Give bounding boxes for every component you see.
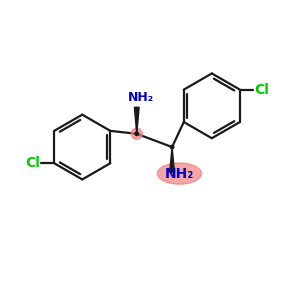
Ellipse shape <box>158 163 202 184</box>
Polygon shape <box>134 107 139 134</box>
Circle shape <box>131 128 142 140</box>
Text: Cl: Cl <box>25 156 40 170</box>
Circle shape <box>135 132 139 136</box>
Text: NH₂: NH₂ <box>165 167 194 181</box>
Text: Cl: Cl <box>255 82 269 97</box>
Polygon shape <box>170 147 174 172</box>
Circle shape <box>170 145 174 149</box>
Text: NH₂: NH₂ <box>128 91 154 104</box>
